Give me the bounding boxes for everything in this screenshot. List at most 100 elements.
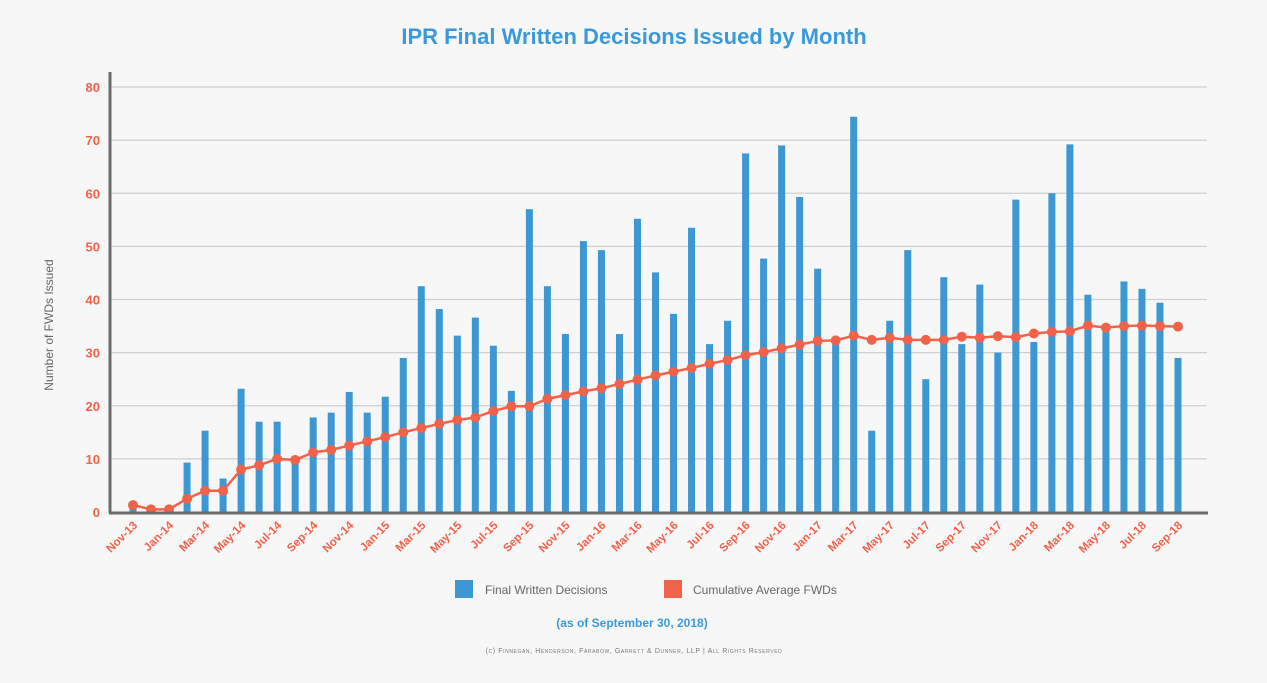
line-point-Feb-17 (830, 335, 841, 346)
line-point-Aug-18 (1154, 321, 1165, 332)
y-tick-label: 10 (86, 452, 100, 467)
bar-Aug-15 (507, 390, 515, 512)
line-point-Aug-17 (938, 334, 949, 345)
line-point-Jul-14 (272, 453, 283, 464)
y-tick-labels: 0 10 20 30 40 50 60 70 80 (86, 80, 100, 520)
line-point-Nov-16 (776, 343, 787, 354)
y-tick-label: 70 (86, 133, 100, 148)
bar-Sep-15 (525, 209, 533, 512)
line-point-Feb-15 (398, 427, 409, 438)
line-point-Jul-15 (488, 406, 499, 417)
bar-Sep-16 (742, 153, 750, 512)
bar-Feb-17 (832, 342, 840, 512)
line-point-Mar-16 (632, 374, 643, 385)
line-point-Apr-14 (218, 485, 229, 496)
bar-Aug-14 (291, 458, 299, 512)
line-point-Jun-16 (686, 363, 697, 374)
x-tick-label: Jan-18 (1007, 519, 1042, 554)
bar-Nov-17 (994, 352, 1002, 512)
legend: Final Written Decisions Cumulative Avera… (455, 580, 837, 598)
line-point-Sep-14 (308, 447, 319, 458)
bar-Nov-14 (345, 391, 353, 512)
line-point-Sep-15 (524, 401, 535, 412)
x-tick-label: Sep-15 (501, 519, 537, 555)
line-point-Mar-18 (1064, 326, 1075, 337)
line-point-May-16 (668, 366, 679, 377)
y-tick-label: 80 (86, 80, 100, 95)
y-tick-label: 0 (93, 505, 100, 520)
bar-Sep-18 (1174, 357, 1182, 512)
bar-Jan-15 (381, 396, 389, 512)
bar-Jun-18 (1120, 281, 1128, 512)
bar-series (129, 116, 1182, 512)
bar-Apr-17 (868, 430, 876, 512)
bar-Apr-16 (652, 272, 659, 512)
bar-Apr-18 (1084, 294, 1092, 512)
bar-Nov-15 (561, 334, 569, 512)
line-point-Jun-18 (1118, 321, 1129, 332)
line-point-Apr-18 (1082, 320, 1093, 331)
x-tick-label: Sep-17 (934, 520, 969, 555)
line-point-Mar-15 (416, 423, 427, 434)
bar-Jul-14 (273, 421, 281, 512)
line-point-Sep-16 (740, 350, 751, 361)
line-point-Mar-14 (200, 485, 211, 496)
x-tick-labels: Nov-13 Jan-14 Mar-14 May-14 Jul-14 Sep-14 Nov-… (105, 519, 1186, 555)
line-point-Jun-17 (902, 334, 913, 345)
line-point-Dec-17 (1010, 332, 1021, 343)
x-tick-label: Mar-14 (177, 519, 212, 554)
x-tick-label: Jan-16 (574, 520, 608, 554)
bar-Dec-14 (363, 412, 371, 512)
line-point-Jun-15 (470, 412, 481, 423)
bar-Dec-17 (1012, 199, 1020, 512)
line-point-Dec-16 (794, 339, 805, 350)
x-tick-label: Mar-17 (826, 520, 861, 555)
bar-Aug-17 (940, 277, 948, 512)
y-tick-label: 50 (86, 239, 100, 254)
line-point-Nov-14 (344, 440, 355, 451)
x-tick-label: Jul-16 (685, 520, 717, 552)
x-tick-label: Mar-15 (394, 519, 429, 554)
line-point-Feb-14 (182, 493, 193, 504)
bar-Aug-16 (724, 320, 732, 512)
x-tick-label: May-17 (861, 520, 897, 556)
x-tick-label: Nov-17 (969, 520, 1005, 556)
x-tick-label: Sep-16 (718, 520, 753, 555)
x-tick-label: Mar-18 (1042, 519, 1077, 554)
copyright-footer: (c) Finnegan, Henderson, Farabow, Garret… (486, 648, 783, 655)
line-point-Oct-17 (974, 332, 985, 343)
line-point-Jul-16 (704, 358, 715, 369)
bar-Oct-17 (976, 284, 984, 512)
bar-Aug-18 (1156, 302, 1164, 512)
line-point-Jan-17 (812, 335, 823, 346)
bar-Mar-14 (201, 430, 209, 512)
bar-Jul-18 (1138, 288, 1146, 512)
bar-Oct-14 (327, 412, 335, 512)
line-point-Feb-18 (1046, 326, 1057, 337)
bar-Jan-18 (1030, 342, 1038, 512)
y-tick-label: 40 (86, 293, 100, 308)
line-point-Oct-16 (758, 347, 769, 358)
line-point-Nov-15 (560, 390, 571, 401)
x-tick-label: Mar-16 (610, 520, 645, 555)
line-point-May-18 (1100, 322, 1111, 333)
line-point-Jul-18 (1136, 320, 1147, 331)
line-point-Jan-16 (596, 383, 607, 394)
x-tick-label: Nov-13 (105, 520, 141, 556)
line-point-Dec-15 (578, 386, 589, 397)
line-point-Sep-18 (1173, 321, 1183, 332)
x-tick-label: Jan-17 (791, 520, 825, 554)
line-point-Jul-17 (920, 334, 931, 345)
bar-Feb-16 (615, 334, 623, 512)
x-tick-label: Sep-18 (1150, 519, 1186, 555)
bar-May-16 (670, 313, 678, 512)
bar-Jan-17 (814, 268, 822, 512)
legend-swatch-line (664, 580, 682, 598)
bar-Mar-16 (633, 218, 641, 512)
x-tick-label: Jul-18 (1117, 519, 1149, 551)
bar-May-14 (237, 388, 245, 512)
y-tick-label: 60 (86, 186, 100, 201)
line-point-Sep-17 (956, 331, 967, 342)
legend-label-line: Cumulative Average FWDs (693, 583, 837, 597)
bar-Jun-17 (904, 250, 912, 512)
